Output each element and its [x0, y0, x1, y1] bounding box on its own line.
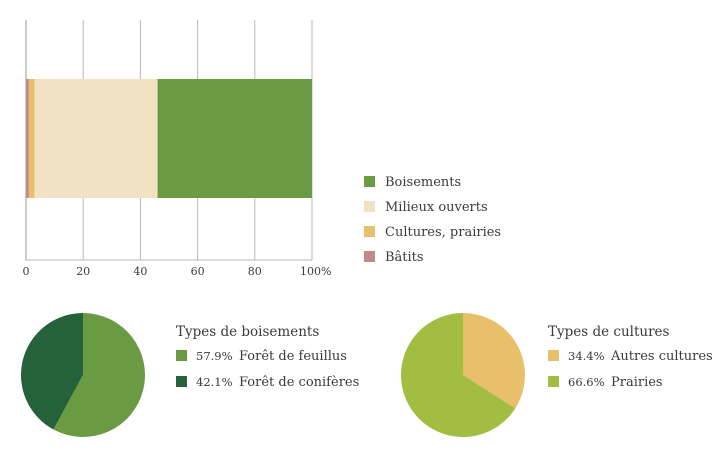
legend-label-milieux-ouverts: Milieux ouverts [385, 200, 488, 215]
pie-slice-prairies [400, 313, 516, 437]
x-tick-label: 60 [191, 265, 205, 278]
pie-legend-percent: 34.4% [568, 349, 605, 363]
bar-segment-boisements [157, 79, 312, 198]
legend-label-boisements: Boisements [385, 175, 461, 190]
pie-legend-percent: 42.1% [196, 375, 233, 389]
legend-label-batits: Bâtits [385, 250, 424, 265]
pie-chart-cultures: Types de cultures 34.4% Autres cultures 66.… [400, 313, 713, 437]
pie-legend-label-foret-de-coniferes: Forêt de conifères [239, 375, 359, 390]
stacked-bar-chart: 0 20 40 60 80 100% [23, 20, 331, 278]
pie-legend-swatch-prairies [548, 376, 559, 387]
legend-swatch-batits [364, 251, 375, 262]
pie-title: Types de cultures [548, 324, 670, 340]
pie-slice-foret-de-feuillus [53, 313, 145, 437]
legend-swatch-cultures-prairies [364, 226, 375, 237]
pie-chart-boisements: Types de boisements 57.9% Forêt de feuillu… [21, 313, 359, 437]
x-tick-label: 80 [248, 265, 262, 278]
pie-legend-label-prairies: Prairies [611, 375, 663, 390]
pie-legend-percent: 57.9% [196, 349, 233, 363]
bar-legend: Boisements Milieux ouverts Cultures, prair… [364, 175, 501, 265]
x-tick-label: 0 [23, 265, 30, 278]
pie-legend-swatch-foret-de-coniferes [176, 376, 187, 387]
legend-label-cultures-prairies: Cultures, prairies [385, 225, 501, 240]
bar-segment-batits [26, 79, 29, 198]
pie-slice-foret-de-coniferes [21, 313, 83, 430]
x-tick-label: 100% [300, 265, 331, 278]
pie-legend-label-autres-cultures: Autres cultures [610, 349, 713, 364]
x-tick-label: 40 [133, 265, 147, 278]
x-tick-label: 20 [76, 265, 90, 278]
pie-legend-swatch-foret-de-feuillus [176, 350, 187, 361]
legend-swatch-milieux-ouverts [364, 201, 375, 212]
bar-segment-cultures-prairies [28, 79, 35, 198]
bar-segment-milieux-ouverts [34, 79, 158, 198]
pie-title: Types de boisements [176, 324, 319, 340]
legend-swatch-boisements [364, 176, 375, 187]
pie-legend-percent: 66.6% [568, 375, 605, 389]
pie-legend-label-foret-de-feuillus: Forêt de feuillus [239, 349, 347, 364]
pie-slice-autres-cultures [463, 313, 525, 409]
pie-legend-swatch-autres-cultures [548, 350, 559, 361]
